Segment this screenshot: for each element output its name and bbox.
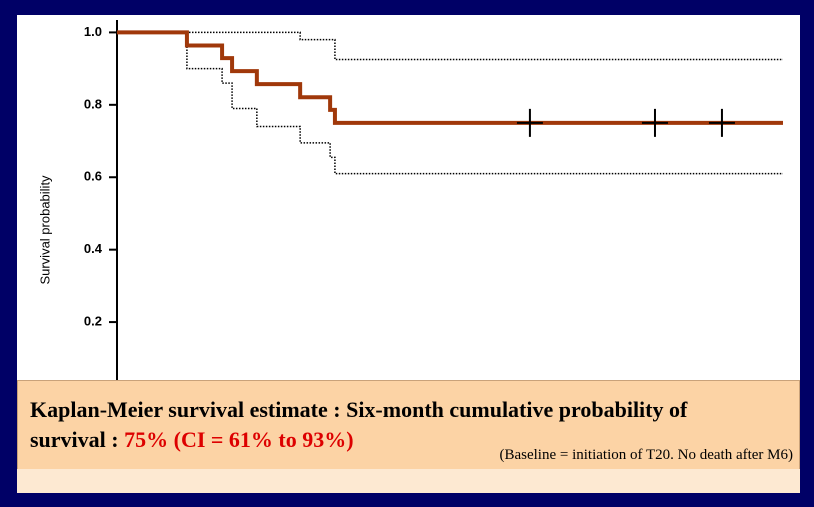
survival-line [117,31,783,61]
survival-line [117,30,783,125]
caption-highlight: 75% (CI = 61% to 93%) [124,427,354,452]
y-tick-label: 0.8 [84,96,102,111]
y-tick-label: 0.4 [84,241,103,256]
survival-line [117,31,783,175]
censor-mark [516,108,543,137]
censor-mark [641,108,668,137]
caption: Kaplan-Meier survival estimate : Six-mon… [30,395,750,455]
caption-box: Kaplan-Meier survival estimate : Six-mon… [17,380,800,470]
y-tick-label: 0.6 [84,169,102,184]
caption-text: Kaplan-Meier survival estimate : Six-mon… [30,397,688,452]
y-tick-label: 1.0 [84,24,102,39]
y-tick-label: 0.2 [84,314,102,329]
footer-strip [17,469,800,493]
censor-mark [708,108,735,137]
y-axis-label: Survival probability [37,175,52,285]
caption-note: (Baseline = initiation of T20. No death … [499,447,793,463]
